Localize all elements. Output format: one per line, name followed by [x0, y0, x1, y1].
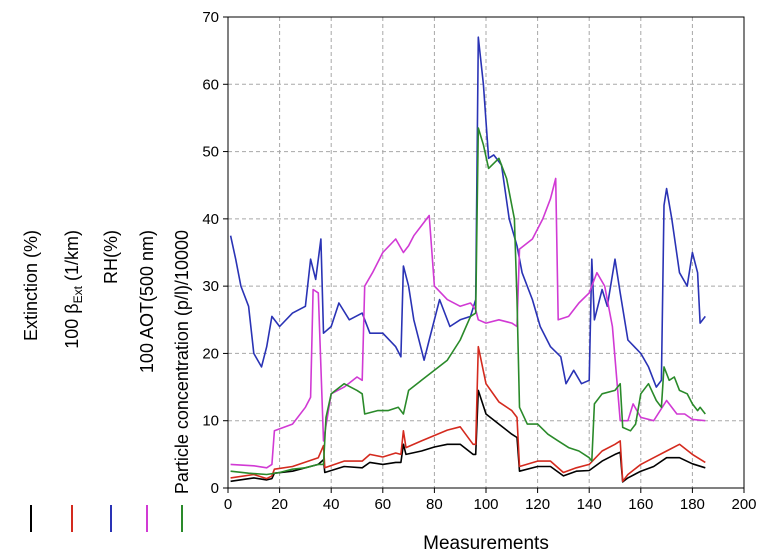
legend-label-0: Extinction (%): [21, 230, 41, 341]
x-tick-label: 60: [374, 496, 391, 513]
legend-label-1: 100 βExt (1/km): [62, 230, 85, 349]
y-tick-label: 50: [202, 144, 219, 161]
series-line-2: [229, 36, 706, 388]
y-tick-label: 0: [211, 480, 219, 497]
x-tick-label: 80: [426, 496, 443, 513]
y-tick-label: 60: [202, 76, 219, 93]
series-line-1: [230, 345, 706, 483]
legend-label-3: 100 AOT(500 nm): [137, 230, 157, 373]
series-lines: [229, 36, 706, 483]
grid-lines: [228, 17, 744, 488]
y-tick-label: 30: [202, 278, 219, 295]
x-tick-label: 120: [525, 496, 550, 513]
x-tick-label: 0: [224, 496, 232, 513]
y-tick-label: 20: [202, 345, 219, 362]
x-axis-title: Measurements: [423, 533, 549, 554]
series-line-3: [230, 177, 706, 469]
legend-label-2: RH(%): [101, 230, 121, 284]
axis-ticks: 0 20 40 60 80 100 120 140 160 180 200 0 10 20 30 40 50 60…: [202, 9, 756, 513]
y-tick-label: 10: [202, 413, 219, 430]
x-tick-label: 40: [323, 496, 340, 513]
x-tick-label: 180: [680, 496, 705, 513]
x-tick-label: 200: [731, 496, 756, 513]
x-tick-label: 20: [271, 496, 288, 513]
series-line-4: [230, 127, 706, 476]
y-tick-label: 70: [202, 9, 219, 26]
x-tick-label: 100: [473, 496, 498, 513]
legend: Extinction (%) 100 βExt (1/km) RH(%) 100 AO…: [21, 230, 192, 532]
x-tick-label: 140: [577, 496, 602, 513]
legend-label-4: Particle concentration (p/l)/10000: [172, 230, 192, 494]
y-tick-label: 40: [202, 211, 219, 228]
x-tick-label: 160: [628, 496, 653, 513]
